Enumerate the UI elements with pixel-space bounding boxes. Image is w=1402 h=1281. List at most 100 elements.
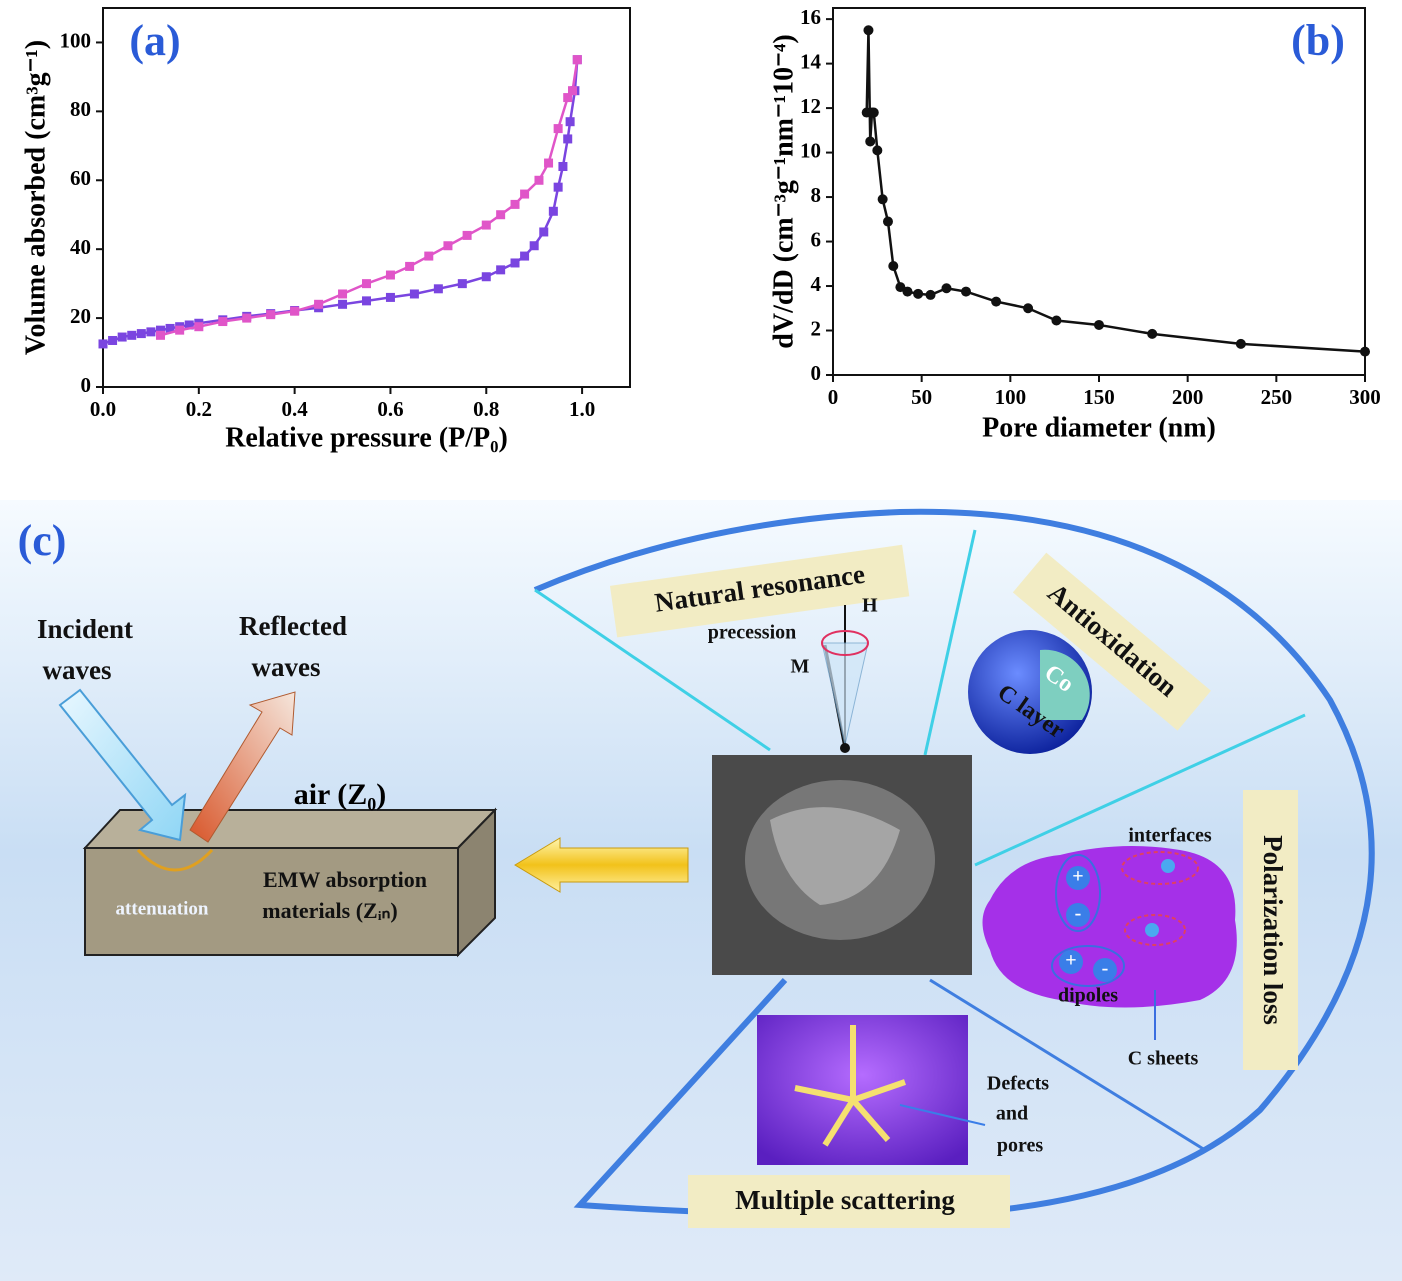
marker xyxy=(863,25,874,36)
marker xyxy=(338,299,348,309)
marker xyxy=(529,241,539,251)
minus-sign: - xyxy=(1102,958,1109,980)
incident-arrow xyxy=(58,688,187,842)
marker xyxy=(184,320,194,330)
marker xyxy=(385,270,395,280)
y-tick-label: 2 xyxy=(811,316,822,340)
marker xyxy=(457,279,467,289)
cone xyxy=(821,642,869,746)
marker xyxy=(1147,328,1158,339)
panel-label: (c) xyxy=(18,516,67,565)
marker xyxy=(175,325,185,335)
charge xyxy=(1059,950,1083,974)
marker xyxy=(481,272,491,282)
air-label: air (Z₀) xyxy=(294,778,387,811)
minus-sign: - xyxy=(1075,903,1082,925)
marker xyxy=(563,134,573,144)
marker xyxy=(913,288,924,299)
y-tick-label: 6 xyxy=(811,227,822,251)
particle xyxy=(1145,923,1159,937)
series-line xyxy=(160,59,579,337)
label-box xyxy=(688,1175,1010,1228)
pointer xyxy=(899,1104,986,1126)
material-label: EMW absorption xyxy=(263,867,427,892)
marker xyxy=(338,289,348,299)
marker xyxy=(572,55,582,65)
charge xyxy=(1066,866,1090,890)
x-tick-label: 0 xyxy=(828,385,839,409)
marker xyxy=(242,313,252,323)
marker xyxy=(925,289,936,300)
diagram-panel: (c) Incident waves Reflected waves air (… xyxy=(0,500,1402,1281)
marker xyxy=(409,289,419,299)
marker xyxy=(877,194,888,205)
y-axis-title: Volume absorbed (cm³g⁻¹) xyxy=(20,40,51,355)
incident-label: Incident xyxy=(37,614,133,644)
marker xyxy=(194,322,204,332)
marker xyxy=(165,323,175,333)
dipole xyxy=(1055,854,1101,932)
plus-sign: + xyxy=(1065,950,1076,972)
marker xyxy=(218,317,228,327)
particle xyxy=(1161,859,1175,873)
marker xyxy=(1094,319,1104,330)
x-tick-label: 0.6 xyxy=(377,397,403,421)
dipole xyxy=(1051,945,1125,987)
defects-label: and xyxy=(996,1103,1028,1125)
marker xyxy=(98,339,108,349)
marker xyxy=(155,330,165,340)
reflected-arrow xyxy=(189,691,296,843)
marker xyxy=(496,265,506,275)
y-tick-label: 12 xyxy=(800,94,821,118)
marker xyxy=(872,145,883,156)
x-tick-label: 1.0 xyxy=(569,397,595,421)
marker xyxy=(548,206,558,216)
h-label: H xyxy=(862,595,878,617)
panel-label: (b) xyxy=(1291,16,1345,65)
plot-frame xyxy=(832,7,1366,376)
marker xyxy=(127,330,137,340)
c-sheet-blob xyxy=(982,846,1237,1008)
marker xyxy=(902,286,913,297)
marker xyxy=(520,189,530,199)
plot-frame xyxy=(102,7,631,388)
x-tick-label: 200 xyxy=(1172,385,1204,409)
x-tick-label: 150 xyxy=(1083,385,1115,409)
divider xyxy=(923,529,977,756)
block-side xyxy=(457,807,496,958)
marker xyxy=(314,299,324,309)
defects-label: pores xyxy=(997,1135,1044,1157)
marker xyxy=(544,158,554,168)
dipoles-label: dipoles xyxy=(1058,985,1118,1007)
marker xyxy=(510,258,520,268)
x-axis-title: Relative pressure (P/P₀) xyxy=(225,422,508,453)
marker xyxy=(1023,303,1034,314)
x-tick-label: 0.2 xyxy=(186,397,212,421)
y-tick-label: 10 xyxy=(800,138,821,162)
marker xyxy=(510,199,520,209)
scattering-image xyxy=(757,1015,968,1165)
marker xyxy=(1235,338,1246,349)
charge xyxy=(1066,903,1090,927)
y-axis-title: dV/dD (cm⁻³g⁻¹nm⁻¹10⁻⁴) xyxy=(768,34,799,348)
precession-label: precession xyxy=(708,622,797,644)
incident-label: waves xyxy=(43,655,112,685)
sem-flake xyxy=(770,807,900,905)
defects-label: Defects xyxy=(987,1073,1049,1095)
precession-orbit xyxy=(821,630,869,656)
divider xyxy=(974,713,1306,867)
series-line xyxy=(865,30,1366,353)
x-tick-label: 300 xyxy=(1349,385,1381,409)
c-sheets-label: C sheets xyxy=(1128,1048,1199,1070)
marker xyxy=(563,93,573,103)
marker xyxy=(146,327,156,337)
plus-sign: + xyxy=(1072,866,1083,888)
left-arrow xyxy=(514,837,689,893)
y-tick-label: 0 xyxy=(811,361,822,385)
y-tick-label: 16 xyxy=(800,5,821,29)
marker xyxy=(405,261,415,271)
x-tick-label: 0.0 xyxy=(90,397,116,421)
marker xyxy=(553,182,563,192)
marker xyxy=(266,310,276,320)
